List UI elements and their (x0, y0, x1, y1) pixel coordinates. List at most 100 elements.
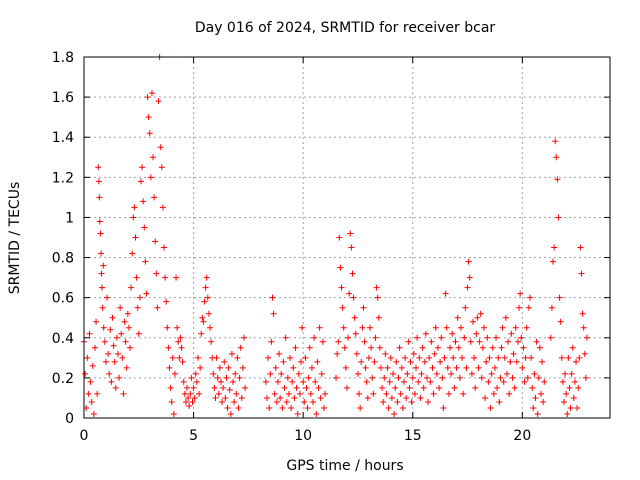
data-point (236, 374, 243, 381)
data-point (319, 338, 326, 345)
data-point (364, 394, 371, 401)
data-point (105, 350, 112, 357)
data-point (296, 390, 303, 397)
data-point (377, 364, 384, 371)
data-point (175, 338, 182, 345)
data-point (231, 398, 238, 405)
data-point (447, 344, 454, 351)
data-point (141, 224, 148, 231)
data-point (290, 364, 297, 371)
data-point (167, 384, 174, 391)
data-point (571, 378, 578, 385)
data-point (490, 390, 497, 397)
data-point (384, 364, 391, 371)
data-point (399, 404, 406, 411)
data-point (210, 370, 217, 377)
data-point (380, 398, 387, 405)
chart-title: Day 016 of 2024, SRMTID for receiver bca… (195, 20, 496, 36)
data-point (347, 230, 354, 237)
data-point (221, 358, 228, 365)
data-point (519, 364, 526, 371)
data-point (162, 274, 169, 281)
data-point (170, 410, 177, 417)
data-point (151, 194, 158, 201)
data-point (269, 294, 276, 301)
data-point (266, 404, 273, 411)
y-tick-label: 1.6 (52, 90, 74, 106)
data-point (477, 310, 484, 317)
data-point (494, 384, 501, 391)
data-point (91, 344, 98, 351)
data-point (270, 310, 277, 317)
data-point (583, 334, 590, 341)
data-point (444, 364, 451, 371)
data-point (301, 398, 308, 405)
data-point (427, 378, 434, 385)
data-point (527, 294, 534, 301)
data-point (555, 214, 562, 221)
y-axis-label: SRMTID / TECUs (7, 182, 23, 295)
data-point (557, 318, 564, 325)
data-point (522, 354, 529, 361)
data-point (150, 154, 157, 161)
data-point (407, 358, 414, 365)
data-point (562, 370, 569, 377)
data-point (445, 390, 452, 397)
data-point (137, 178, 144, 185)
data-point (375, 314, 382, 321)
data-point (99, 304, 106, 311)
data-point (94, 390, 101, 397)
data-point (556, 294, 563, 301)
data-point (540, 398, 547, 405)
data-point (576, 354, 583, 361)
data-point (574, 404, 581, 411)
data-point (146, 130, 153, 137)
data-point (174, 324, 181, 331)
data-point (173, 274, 180, 281)
data-point (187, 390, 194, 397)
data-point (293, 384, 300, 391)
data-point (400, 378, 407, 385)
data-point (282, 334, 289, 341)
data-point (314, 358, 321, 365)
data-point (283, 398, 290, 405)
data-point (123, 364, 130, 371)
data-point (509, 374, 516, 381)
data-point (230, 378, 237, 385)
data-point (239, 364, 246, 371)
data-point (305, 374, 312, 381)
data-point (291, 394, 298, 401)
data-point (240, 334, 247, 341)
data-point (110, 342, 117, 349)
data-point (523, 324, 530, 331)
data-point (121, 318, 128, 325)
data-points (81, 54, 590, 417)
data-point (419, 344, 426, 351)
data-point (554, 176, 561, 183)
data-point (268, 338, 275, 345)
data-point (272, 364, 279, 371)
data-point (300, 378, 307, 385)
data-point (491, 364, 498, 371)
data-point (486, 354, 493, 361)
data-point (233, 390, 240, 397)
data-point (340, 324, 347, 331)
data-point (558, 354, 565, 361)
data-point (500, 378, 507, 385)
data-point (496, 398, 503, 405)
data-point (119, 354, 126, 361)
data-point (271, 390, 278, 397)
data-point (193, 378, 200, 385)
data-point (402, 354, 409, 361)
data-point (288, 404, 295, 411)
y-tick-label: 1.8 (52, 50, 74, 66)
data-point (498, 344, 505, 351)
data-point (203, 274, 210, 281)
data-point (507, 358, 514, 365)
data-point (534, 410, 541, 417)
data-point (462, 304, 469, 311)
data-point (573, 358, 580, 365)
data-point (238, 394, 245, 401)
data-point (117, 304, 124, 311)
data-point (336, 234, 343, 241)
